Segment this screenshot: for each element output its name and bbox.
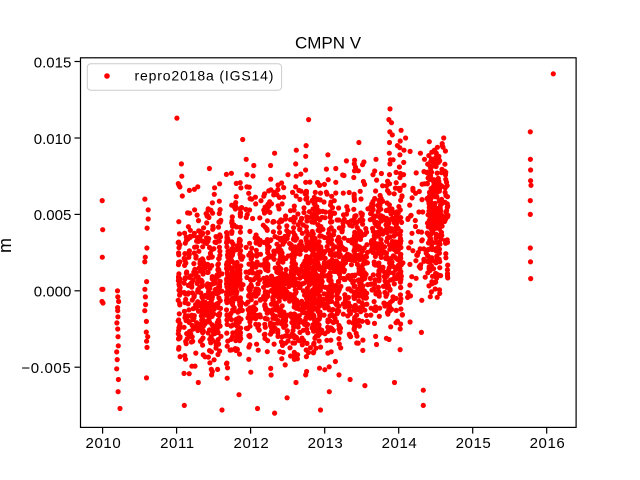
svg-text:2015: 2015 <box>456 435 492 452</box>
svg-text:2011: 2011 <box>160 435 195 452</box>
svg-text:2012: 2012 <box>234 435 270 452</box>
svg-text:CMPN V: CMPN V <box>295 34 362 53</box>
svg-text:m: m <box>0 238 15 253</box>
svg-text:0.015: 0.015 <box>34 54 72 71</box>
svg-text:0.005: 0.005 <box>34 207 72 224</box>
svg-text:repro2018a (IGS14): repro2018a (IGS14) <box>135 67 275 83</box>
svg-text:−0.005: −0.005 <box>21 360 71 377</box>
svg-text:2010: 2010 <box>86 435 122 452</box>
svg-text:0.010: 0.010 <box>34 131 72 148</box>
svg-text:2016: 2016 <box>530 435 566 452</box>
svg-text:0.000: 0.000 <box>34 284 72 301</box>
svg-text:2014: 2014 <box>382 435 418 452</box>
svg-text:2013: 2013 <box>308 435 344 452</box>
